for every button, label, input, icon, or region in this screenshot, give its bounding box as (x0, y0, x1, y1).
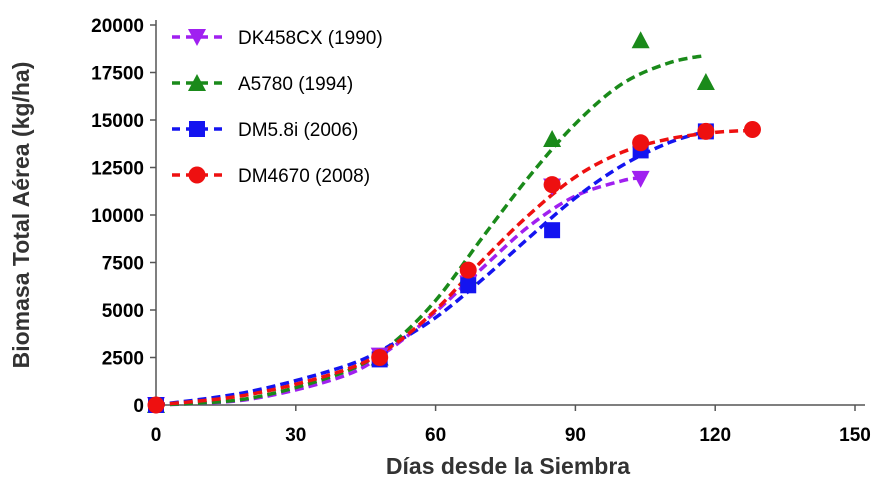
data-point-dm58i (544, 222, 561, 239)
legend-label: DM4670 (2008) (238, 166, 370, 187)
axes: 0 30 60 90 120 150 0 2500 5000 7500 10000 12500 1500… (91, 16, 871, 446)
legend-marker (188, 29, 206, 46)
legend-marker (188, 74, 206, 91)
data-point-dm4670 (147, 396, 165, 414)
data-point-dm4670 (543, 176, 561, 194)
legend-label: DK458CX (1990) (238, 28, 383, 49)
data-point-a5780 (696, 73, 715, 90)
x-tick-label: 0 (151, 425, 162, 446)
legend-label: A5780 (1994) (238, 74, 353, 95)
x-tick-label: 30 (285, 425, 306, 446)
fit-curve-dk458cx (155, 176, 641, 407)
data-point-dm4670 (697, 122, 715, 140)
data-point-dk458cx (631, 170, 650, 188)
y-tick-label: 15000 (91, 111, 144, 132)
y-tick-label: 5000 (102, 301, 144, 322)
legend-label: DM5.8i (2006) (238, 120, 358, 141)
fit-curves (155, 53, 753, 407)
data-markers (147, 31, 761, 414)
x-tick-label: 60 (425, 425, 446, 446)
y-tick-label: 20000 (91, 16, 144, 37)
data-point-dm4670 (371, 349, 389, 366)
y-axis-title: Biomasa Total Aérea (kg/ha) (8, 62, 34, 369)
x-axis-title: Días desde la Siembra (386, 453, 630, 479)
data-point-a5780 (631, 31, 650, 49)
fit-curve-a5780 (155, 53, 707, 407)
data-point-dm4670 (743, 121, 761, 138)
fit-curve-dm58i (155, 129, 707, 407)
fit-curve-dm4670 (155, 128, 753, 407)
legend-marker (188, 166, 206, 184)
legend: DK458CX (1990) A5780 (1994) DM5.8i (2006) D… (172, 28, 383, 187)
data-point-a5780 (543, 130, 562, 147)
data-point-dm58i (460, 277, 477, 294)
y-tick-label: 17500 (91, 64, 144, 85)
y-tick-label: 2500 (102, 349, 144, 370)
x-tick-label: 150 (839, 425, 871, 446)
y-tick-label: 7500 (102, 254, 144, 275)
x-tick-label: 90 (565, 425, 586, 446)
legend-marker (189, 121, 205, 137)
y-tick-label: 12500 (91, 159, 144, 180)
y-tick-label: 10000 (91, 206, 144, 227)
x-tick-label: 120 (699, 425, 731, 446)
data-point-dm4670 (632, 134, 650, 152)
data-point-dm4670 (459, 261, 477, 279)
y-tick-label: 0 (133, 396, 144, 417)
